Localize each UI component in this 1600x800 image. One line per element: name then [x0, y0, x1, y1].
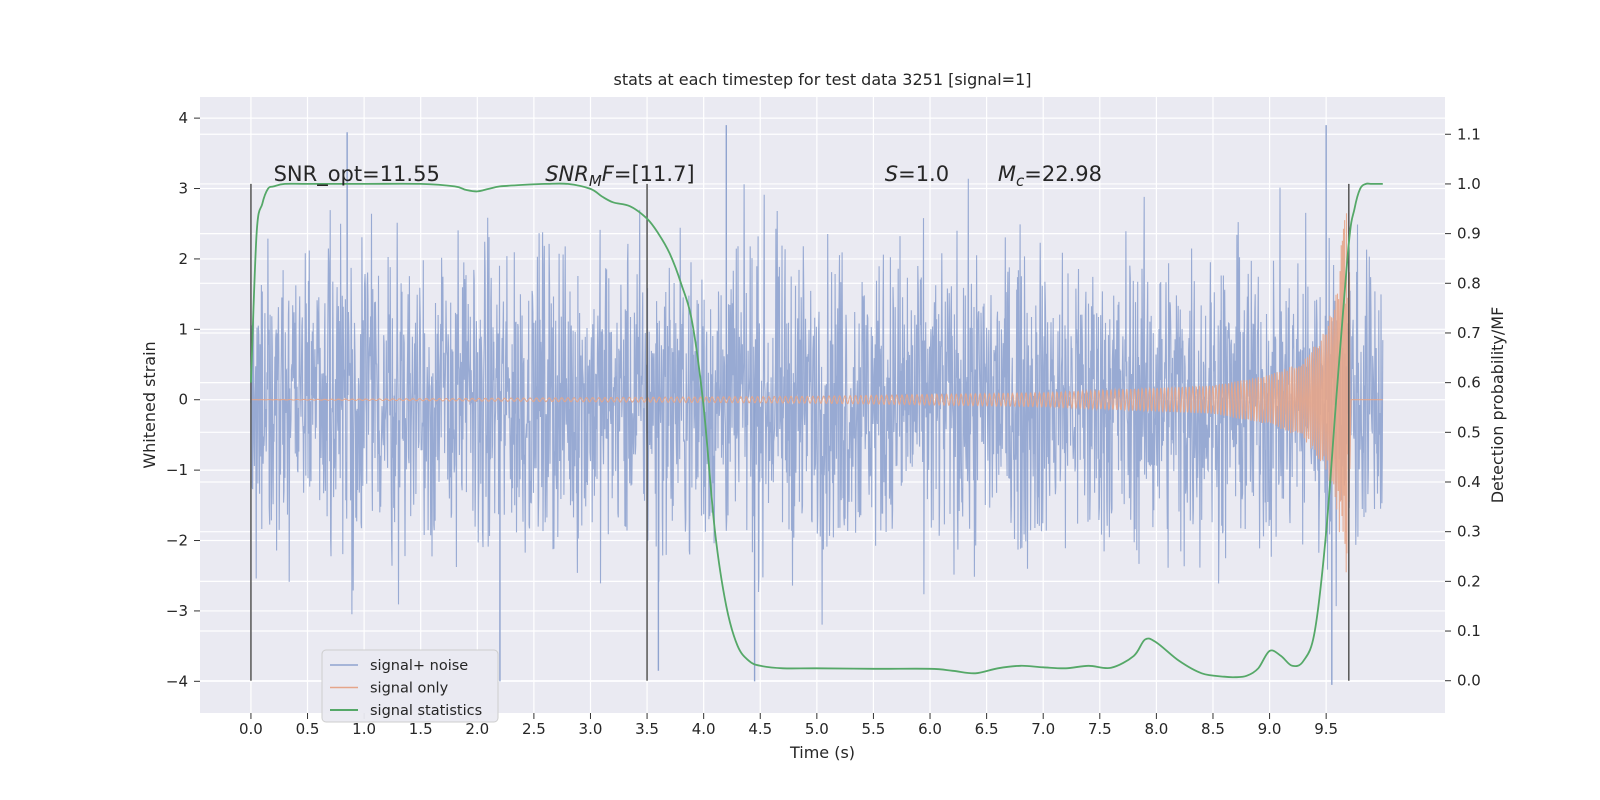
x-tick-label: 9.5 — [1314, 720, 1338, 738]
x-tick-label: 4.5 — [748, 720, 772, 738]
x-tick-label: 2.5 — [522, 720, 546, 738]
signal-series — [250, 213, 1383, 573]
y2-tick-label: 0.8 — [1457, 274, 1481, 292]
x-tick-label: 6.5 — [975, 720, 999, 738]
x-tick-label: 8.5 — [1201, 720, 1225, 738]
x-tick-label: 5.0 — [805, 720, 829, 738]
y2-tick-label: 0.7 — [1457, 324, 1481, 342]
y2-axis-label: Detection probability/MF — [1488, 307, 1507, 504]
x-tick-label: 3.0 — [579, 720, 603, 738]
y2-tick-label: 0.1 — [1457, 622, 1481, 640]
y2-tick-label: 0.4 — [1457, 473, 1481, 491]
noise-line — [250, 178, 1384, 625]
legend-label: signal only — [370, 681, 449, 697]
y2-tick-label: 1.1 — [1457, 125, 1481, 143]
chart-title: stats at each timestep for test data 325… — [613, 70, 1031, 89]
annotation-text: SNRMF=[11.7] — [545, 162, 694, 190]
y-tick-label: −4 — [166, 672, 188, 690]
y2-tick-label: 0.0 — [1457, 672, 1481, 690]
statistics-series — [250, 182, 1383, 679]
y-tick-label: 3 — [178, 180, 188, 198]
x-tick-label: 1.5 — [409, 720, 433, 738]
y2-tick-label: 0.9 — [1457, 225, 1481, 243]
legend-box — [321, 649, 499, 723]
y2-tick-label: 0.5 — [1457, 423, 1481, 441]
x-axis-label: Time (s) — [789, 743, 855, 762]
signal-only-line — [250, 213, 1383, 573]
y2-tick-label: 1.0 — [1457, 175, 1481, 193]
y-axis-ticks: 4 3 2 1 0 −1 −2 −3 −4 — [166, 109, 200, 690]
x-tick-label: 9.0 — [1258, 720, 1282, 738]
y-tick-label: −1 — [166, 461, 188, 479]
x-tick-label: 3.5 — [635, 720, 659, 738]
annotation-text: SNR_opt=11.55 — [274, 162, 440, 187]
noise-series — [250, 125, 1384, 685]
annotation-text: Mc=22.98 — [998, 162, 1102, 190]
y-tick-label: 1 — [178, 320, 188, 338]
y2-tick-label: 0.3 — [1457, 523, 1481, 541]
y2-tick-label: 0.2 — [1457, 572, 1481, 590]
x-tick-label: 7.0 — [1031, 720, 1055, 738]
y2-axis-ticks: 1.1 1.0 0.9 0.8 0.7 0.6 0.5 0.4 0.3 0.2 0.1 0.0 — [1445, 125, 1481, 690]
y-tick-label: −2 — [166, 532, 188, 550]
legend: signal+ noise signal only signal statistic… — [321, 649, 499, 723]
annotations: SNR_opt=11.55 SNRMF=[11.7] S=1.0 Mc=22.98 — [274, 162, 1102, 190]
x-tick-label: 1.0 — [352, 720, 376, 738]
x-axis-ticks: 0.0 0.5 1.0 1.5 2.0 2.5 3.0 3.5 4.0 4.5 5.0 5.5 6.0 6… — [239, 713, 1338, 738]
x-tick-label: 5.5 — [862, 720, 886, 738]
y-tick-label: −3 — [166, 602, 188, 620]
x-tick-label: 6.0 — [918, 720, 942, 738]
x-tick-label: 7.5 — [1088, 720, 1112, 738]
legend-label: signal+ noise — [370, 658, 468, 674]
signal-statistics-line — [250, 182, 1383, 679]
x-tick-label: 0.0 — [239, 720, 263, 738]
y2-tick-label: 0.6 — [1457, 374, 1481, 392]
y-tick-label: 0 — [178, 391, 188, 409]
x-tick-label: 4.0 — [692, 720, 716, 738]
vertical-markers — [250, 183, 1350, 681]
y-tick-label: 2 — [178, 250, 188, 268]
x-tick-label: 8.0 — [1144, 720, 1168, 738]
x-tick-label: 2.0 — [465, 720, 489, 738]
y-axis-label: Whitened strain — [140, 341, 159, 468]
y-tick-label: 4 — [178, 109, 188, 127]
x-tick-label: 0.5 — [296, 720, 320, 738]
legend-label: signal statistics — [370, 703, 482, 719]
annotation-text: S=1.0 — [885, 162, 949, 186]
